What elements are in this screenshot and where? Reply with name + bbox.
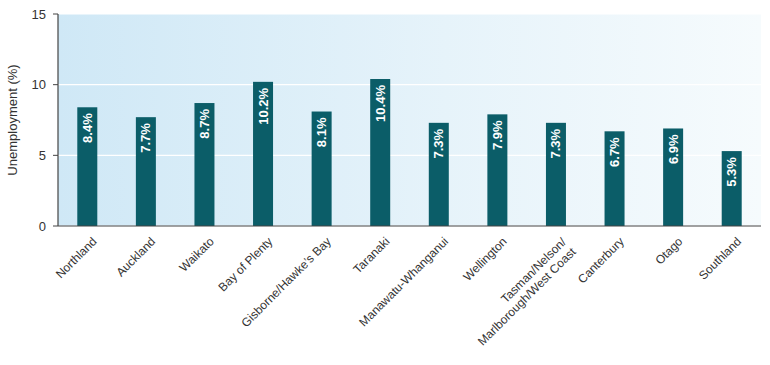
bar <box>605 131 625 226</box>
bar <box>722 151 742 226</box>
x-tick-label: Manawatu-Whanganui <box>356 234 451 329</box>
bar <box>487 114 507 226</box>
bar <box>663 128 683 226</box>
data-label: 8.7% <box>197 109 212 139</box>
data-labels: 8.4% 7.7% 8.7% 10.2% 8.1% 10.4% 7.3% 7.9% 7.3% 6.… <box>80 85 739 187</box>
data-label: 7.9% <box>490 120 505 150</box>
y-axis-line <box>57 14 58 226</box>
bar <box>429 123 449 226</box>
y-axis-label: Unemployment (%) <box>5 64 20 175</box>
grid-line <box>58 84 761 85</box>
bar <box>312 112 332 226</box>
data-label: 5.3% <box>724 157 739 187</box>
data-label: 6.7% <box>607 137 622 167</box>
tick-mark <box>53 84 58 85</box>
y-tick-label: 15 <box>32 7 46 22</box>
chart-container: 051015Unemployment (%)8.4%7.7%8.7%10.2%8… <box>0 0 770 365</box>
grid-line <box>58 225 761 226</box>
y-ticks: 0 5 10 15 <box>32 7 58 234</box>
data-label: 10.4% <box>373 85 388 122</box>
bars <box>77 79 741 226</box>
x-tick-label: Canterbury <box>575 234 627 286</box>
x-tick-label: Wellington <box>460 234 509 283</box>
data-label: 7.7% <box>138 123 153 153</box>
x-tick-label: Bay of Plenty <box>215 234 275 294</box>
grid-line <box>58 13 761 14</box>
tick-mark <box>53 14 58 15</box>
bar <box>253 82 273 226</box>
x-axis-line <box>58 226 761 227</box>
grid-line <box>58 155 761 156</box>
data-label: 7.3% <box>431 128 446 158</box>
y-tick-label: 0 <box>39 219 46 234</box>
bar <box>546 123 566 226</box>
grid <box>58 14 761 226</box>
bar <box>136 117 156 226</box>
tick-mark <box>53 226 58 227</box>
x-tick-label: Waikato <box>177 234 217 274</box>
data-label: 8.4% <box>80 113 95 143</box>
x-tick-label: Southland <box>696 234 744 282</box>
x-tick-label: Otago <box>652 234 685 267</box>
data-label: 7.3% <box>548 128 563 158</box>
x-tick-label-line: Marlborough/West Coast <box>475 244 579 348</box>
y-tick-label: 5 <box>39 148 46 163</box>
bar <box>370 79 390 226</box>
x-tick-label: Taranaki <box>351 234 393 276</box>
x-tick-label: Auckland <box>113 234 158 279</box>
x-tick-label: Gisborne/Hawke’s Bay <box>238 234 334 330</box>
plot-background <box>58 14 761 226</box>
chart-svg: 051015Unemployment (%)8.4%7.7%8.7%10.2%8… <box>0 0 770 365</box>
bar <box>194 103 214 226</box>
x-tick-label: Northland <box>53 234 100 281</box>
data-label: 10.2% <box>256 87 271 124</box>
data-label: 6.9% <box>666 134 681 164</box>
x-tick-labels: Northland Auckland WaikatoBay of PlentyGis… <box>53 234 744 348</box>
y-tick-label: 10 <box>32 77 46 92</box>
x-tick-label: Tasman/Nelson/Marlborough/West Coast <box>465 235 579 349</box>
bar <box>77 107 97 226</box>
data-label: 8.1% <box>314 117 329 147</box>
tick-mark <box>53 155 58 156</box>
